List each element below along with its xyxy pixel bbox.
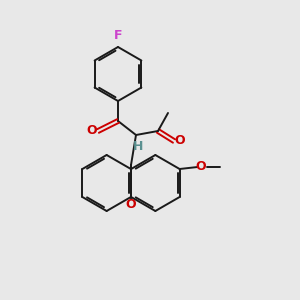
- Text: O: O: [195, 160, 206, 173]
- Text: F: F: [114, 29, 122, 42]
- Text: O: O: [126, 197, 136, 211]
- Text: H: H: [133, 140, 143, 154]
- Text: O: O: [175, 134, 185, 148]
- Text: O: O: [87, 124, 97, 137]
